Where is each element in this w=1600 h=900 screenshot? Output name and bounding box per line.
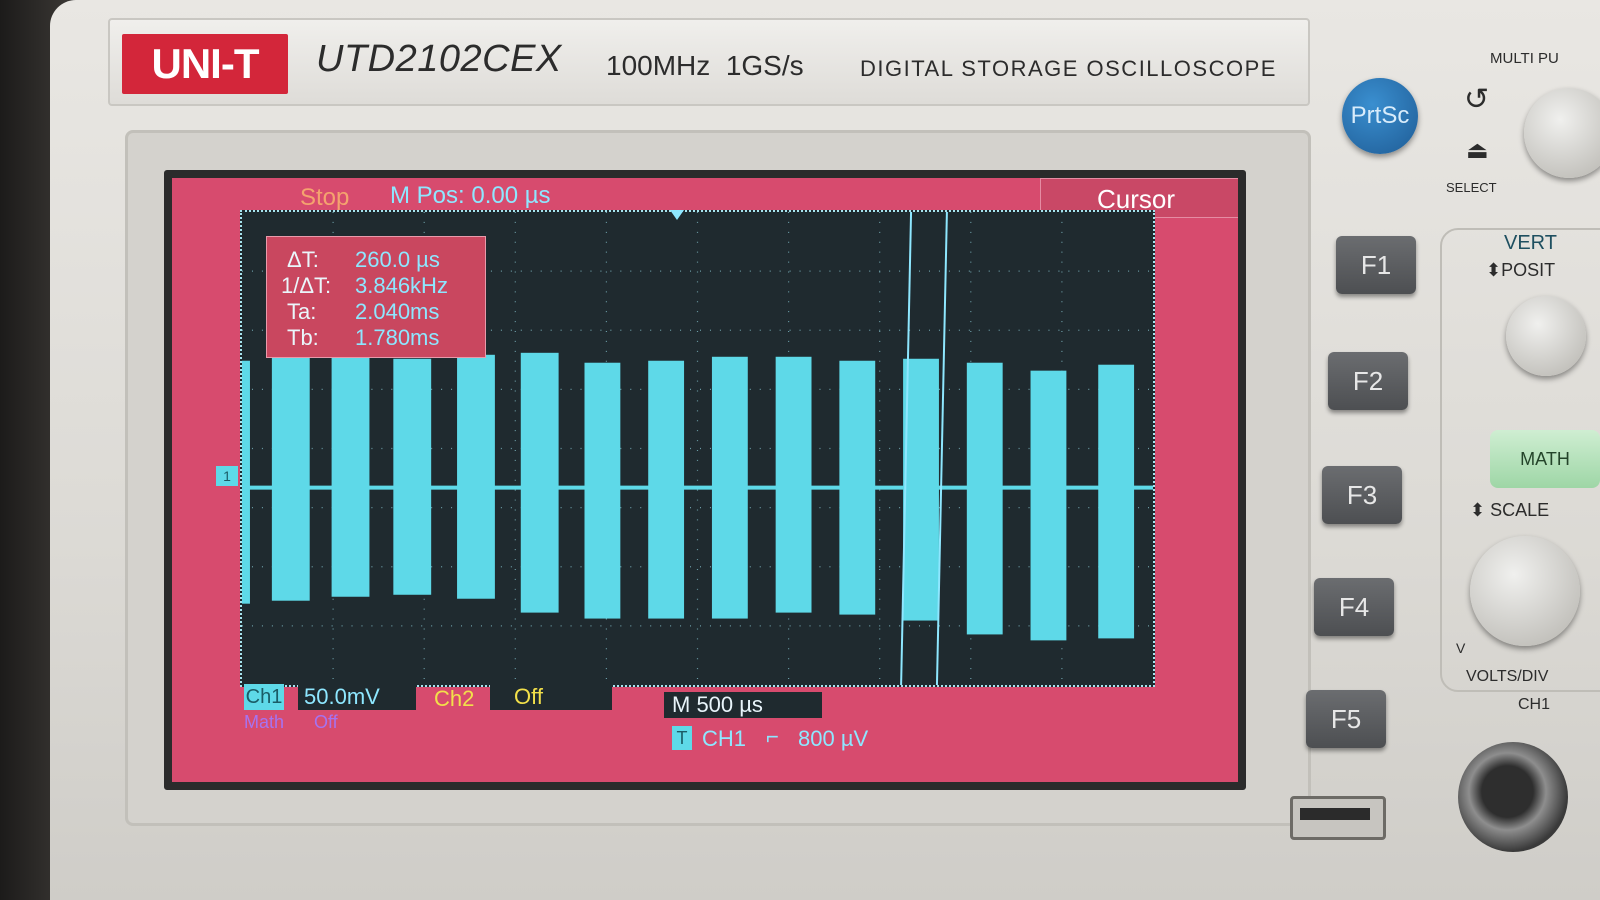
- acquisition-status: Stop: [300, 184, 350, 211]
- f5-button[interactable]: F5: [1306, 690, 1386, 748]
- trigger-tag: T: [672, 726, 692, 750]
- waveform-trace: [242, 212, 1153, 685]
- select-icon: ⏏: [1466, 137, 1489, 164]
- multipurpose-knob[interactable]: [1524, 88, 1600, 178]
- math-button[interactable]: MATH: [1490, 430, 1600, 488]
- signal-burst: [457, 354, 495, 599]
- device-subtitle: DIGITAL STORAGE OSCILLOSCOPE: [860, 56, 1277, 81]
- model-specs: 100MHz 1GS/s: [606, 50, 804, 81]
- cursor-b-line: [935, 212, 948, 685]
- cursor-a-line: [900, 212, 913, 685]
- signal-burst: [903, 358, 939, 621]
- ch2-state: Off: [490, 684, 612, 710]
- select-label: SELECT: [1446, 180, 1497, 195]
- ch1-bnc-connector[interactable]: [1458, 742, 1568, 852]
- signal-burst: [966, 362, 1003, 635]
- inverse-delta-t-label: 1/ΔT:: [281, 273, 332, 298]
- signal-burst: [584, 362, 621, 619]
- brand-bar: [108, 18, 1310, 106]
- delta-t-value: 260.0 µs: [355, 247, 440, 272]
- vertical-position-knob[interactable]: [1506, 296, 1586, 376]
- volts-div-knob[interactable]: [1470, 536, 1580, 646]
- ch1-scale: 50.0mV: [298, 684, 416, 710]
- delta-t-label: ΔT:: [287, 247, 319, 272]
- horizontal-position: M Pos: 0.00 µs: [390, 182, 551, 209]
- f2-button[interactable]: F2: [1328, 352, 1408, 410]
- usb-slot: [1300, 808, 1370, 820]
- undo-icon: ↺: [1464, 83, 1490, 116]
- model-name: UTD2102CEX: [316, 38, 562, 80]
- ch1-input-label: CH1: [1518, 696, 1551, 713]
- signal-burst: [520, 352, 559, 613]
- scale-label: ⬍ SCALE: [1470, 500, 1550, 520]
- multi-purpose-label: MULTI PU: [1490, 50, 1559, 67]
- oscilloscope-screen: Stop M Pos: 0.00 µs Cursor 1 ΔT: 260.0 µ…: [164, 170, 1246, 790]
- signal-burst: [331, 356, 370, 597]
- f3-button[interactable]: F3: [1322, 466, 1402, 524]
- cursor-a-value: 2.040ms: [355, 299, 440, 324]
- math-label: Math: [244, 712, 285, 732]
- math-state: Off: [314, 712, 338, 732]
- volts-div-label: VOLTS/DIV: [1466, 668, 1549, 685]
- cursor-readout-panel: ΔT: 260.0 µs 1/ΔT: 3.846kHz Ta: 2.040ms …: [266, 236, 486, 358]
- inverse-delta-t-value: 3.846kHz: [355, 273, 448, 298]
- vertical-section-label: VERT: [1504, 232, 1557, 254]
- menu-title: Cursor: [1097, 184, 1176, 214]
- prtsc-button[interactable]: PrtSc: [1342, 78, 1418, 154]
- signal-burst: [711, 356, 748, 619]
- signal-burst: [839, 360, 876, 615]
- signal-burst: [393, 358, 432, 595]
- volts-label: V: [1456, 640, 1466, 656]
- ch1-ground-marker: 1: [216, 466, 238, 486]
- trigger-source: CH1: [702, 726, 747, 751]
- trigger-level: 800 µV: [798, 726, 869, 751]
- trigger-position-marker: [670, 210, 684, 220]
- cursor-a-label: Ta:: [287, 299, 317, 324]
- signal-burst: [775, 356, 812, 613]
- cursor-b-label: Tb:: [287, 325, 319, 350]
- ch2-label: Ch2: [434, 686, 475, 711]
- ch1-tag: Ch1: [244, 684, 284, 710]
- vertical-control-panel: [1440, 228, 1600, 692]
- position-label: ⬍POSIT: [1486, 260, 1556, 280]
- f4-button[interactable]: F4: [1314, 578, 1394, 636]
- brand-logo: UNI-T: [122, 34, 288, 94]
- signal-burst: [648, 360, 685, 619]
- signal-burst: [1098, 364, 1135, 639]
- timebase-readout: M 500 µs: [664, 692, 822, 718]
- signal-burst: [1030, 370, 1067, 641]
- f1-button[interactable]: F1: [1336, 236, 1416, 294]
- signal-burst: [242, 360, 250, 604]
- rising-edge-icon: ⌐: [766, 724, 779, 749]
- cursor-b-value: 1.780ms: [355, 325, 440, 350]
- signal-burst: [271, 356, 310, 601]
